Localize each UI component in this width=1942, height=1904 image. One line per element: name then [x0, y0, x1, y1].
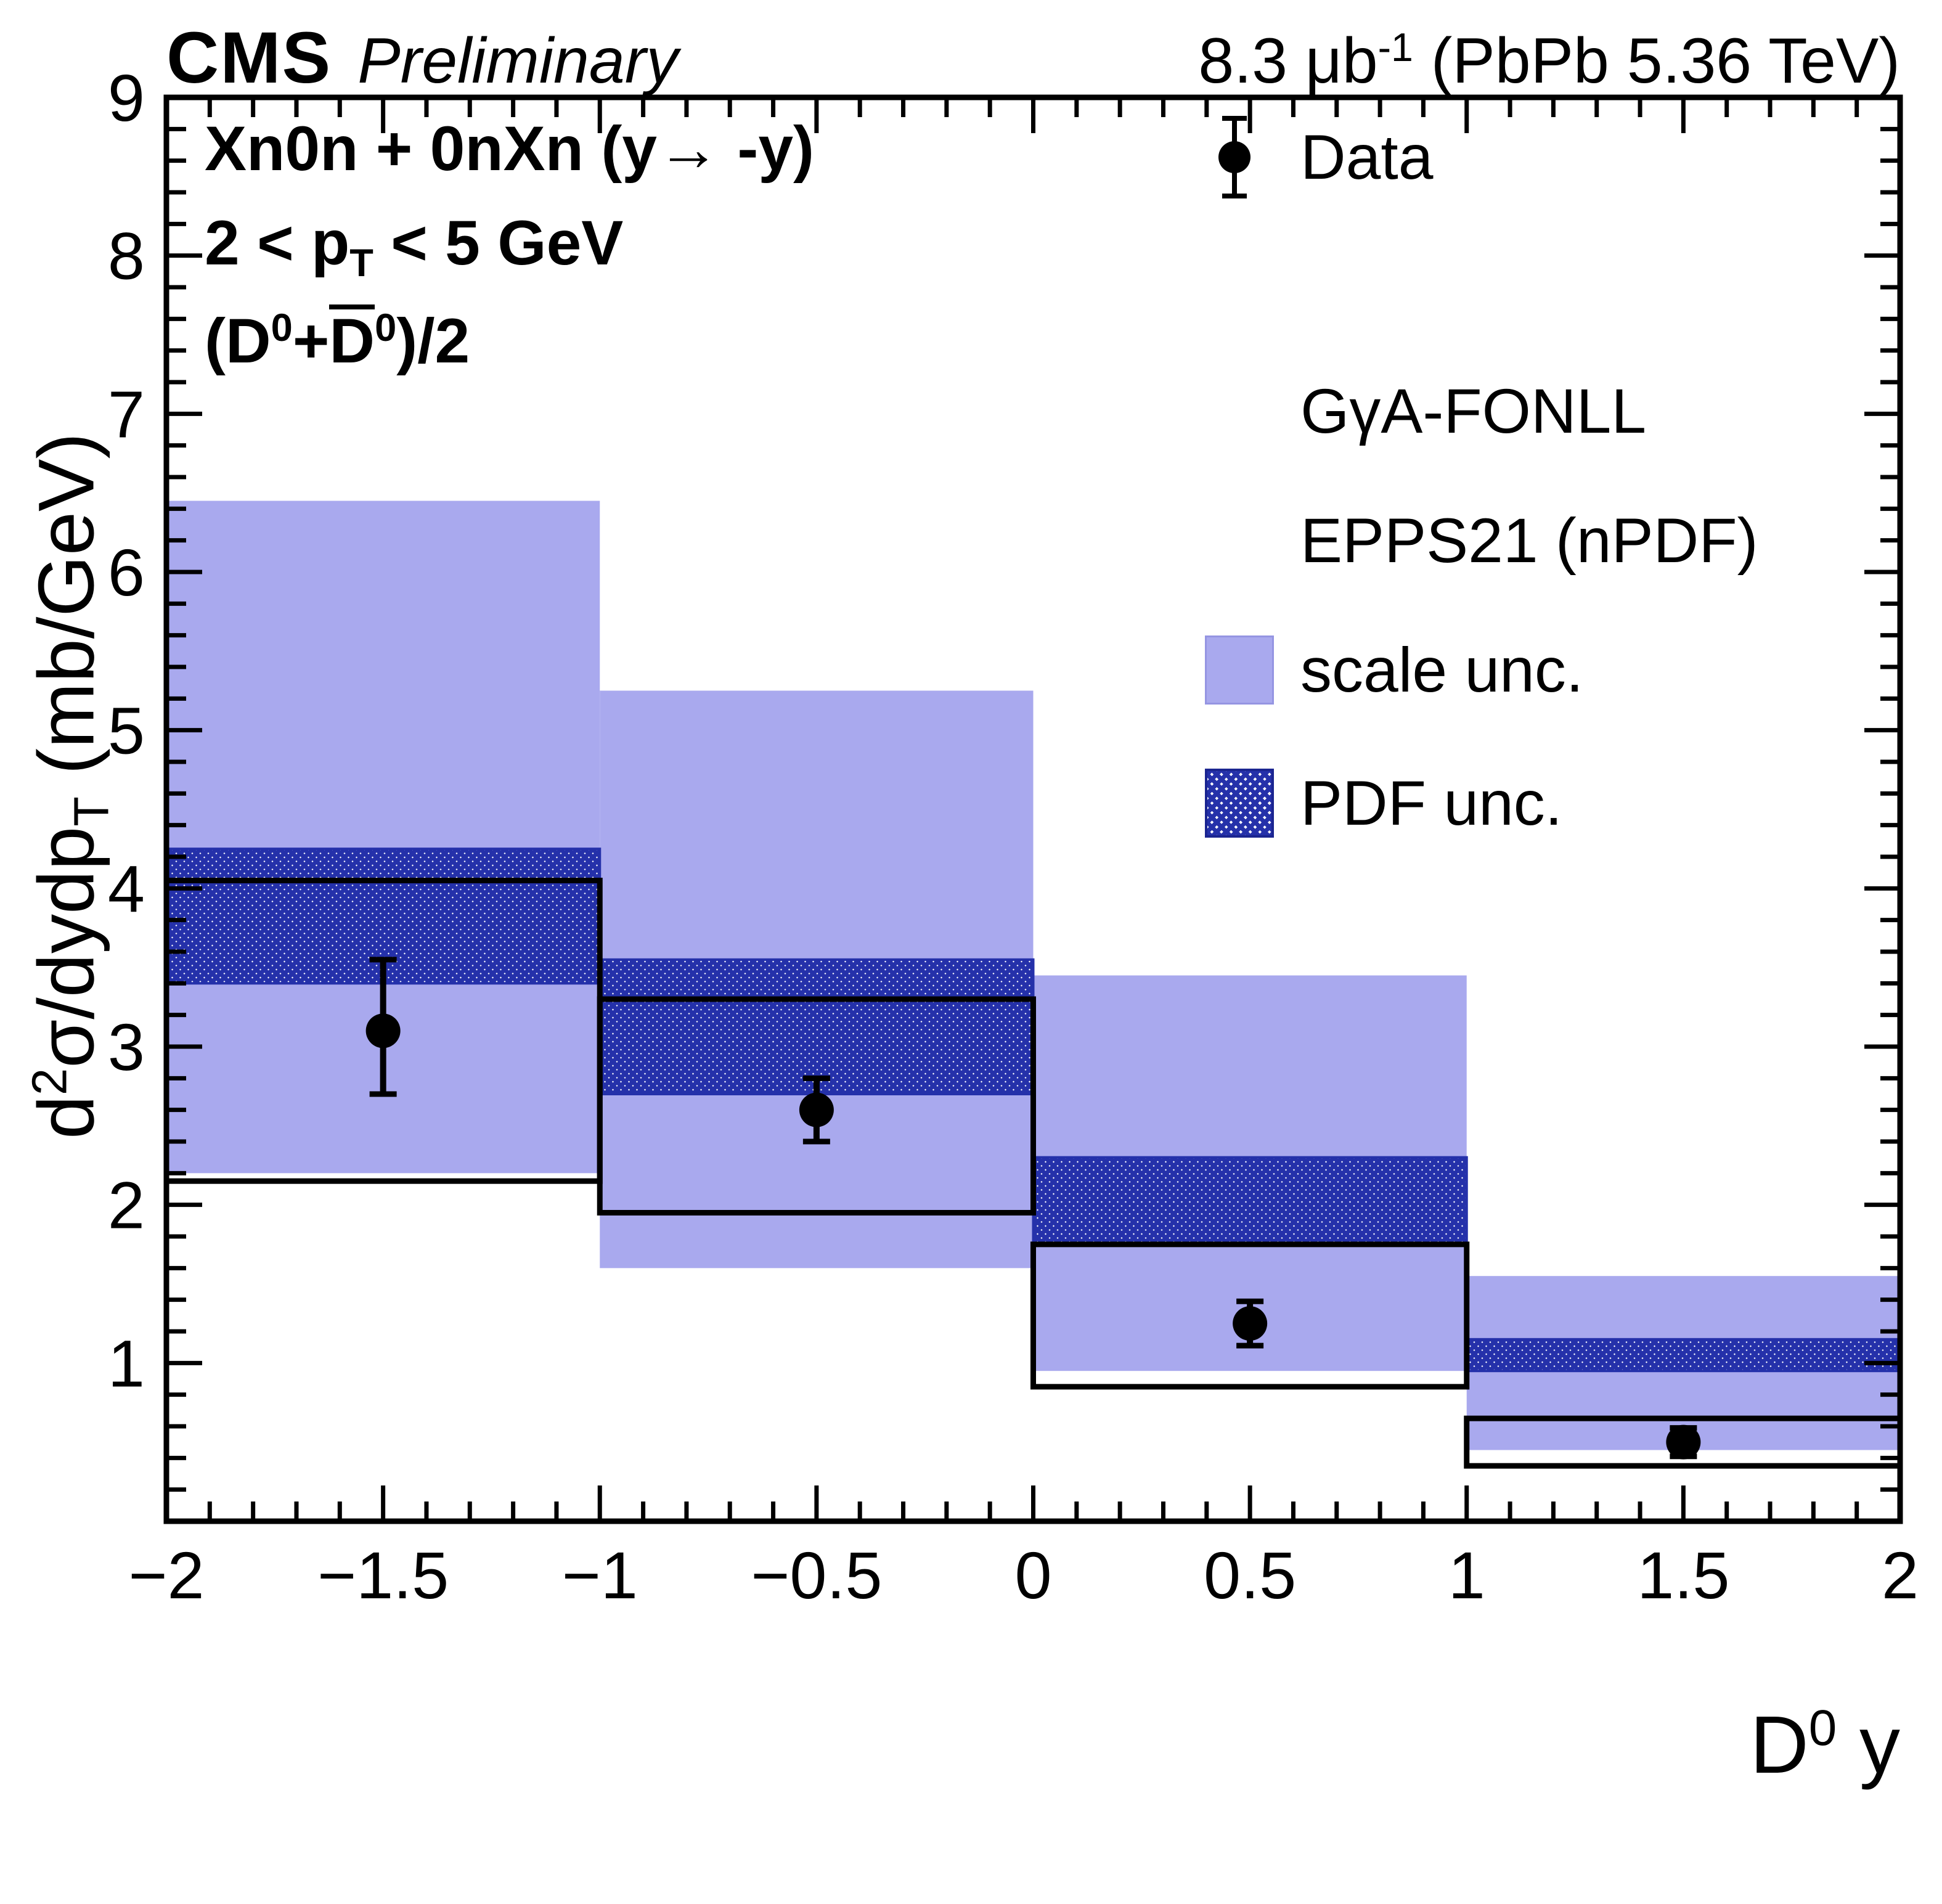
y-title-part: d — [22, 1095, 111, 1140]
legend-label-model-line2: EPPS21 (nPDF) — [1300, 505, 1758, 576]
x-tick-label: −1 — [562, 1538, 638, 1612]
y-tick-label: 3 — [108, 1010, 145, 1084]
x-tick-label: 1 — [1448, 1538, 1485, 1612]
plot-area: −2 −1.5 −1 −0.5 0 0.5 1 1.5 2 1 2 3 4 5 6 7 8 9 — [108, 60, 1919, 1612]
legend-label-data: Data — [1300, 121, 1434, 192]
legend-label-pdf-unc: PDF unc. — [1300, 767, 1563, 838]
y-tick-label: 8 — [108, 219, 145, 293]
pdf-unc-swatch — [1205, 769, 1274, 838]
x-title-part: y — [1837, 1699, 1900, 1790]
data-marker-icon — [1205, 111, 1263, 203]
dbar-overline: D — [329, 304, 375, 377]
pt-subscript: T — [349, 242, 373, 285]
y-tick-label: 5 — [108, 693, 145, 768]
meson-part: + — [292, 306, 330, 377]
luminosity-label: 8.3 μb-1 (PbPb 5.36 TeV) — [1198, 25, 1900, 98]
legend-item-model-line2: EPPS21 (nPDF) — [1205, 494, 1758, 587]
prediction-box — [1030, 1241, 1470, 1390]
y-tick-label: 2 — [108, 1168, 145, 1243]
x-axis-title: D0 y — [1750, 1698, 1900, 1791]
meson-superscript: 0 — [271, 306, 293, 350]
y-title-part: (mb/GeV) — [22, 432, 111, 797]
y-tick-label: 1 — [108, 1326, 145, 1400]
lumi-main: 8.3 μb — [1198, 25, 1378, 97]
pdf-unc-band — [1465, 1338, 1901, 1373]
legend-item-data: Data — [1205, 111, 1433, 203]
x-title-superscript: 0 — [1808, 1700, 1837, 1756]
scale-unc-swatch — [1205, 635, 1274, 705]
meson-part: )/2 — [396, 306, 470, 377]
lumi-exponent: -1 — [1377, 25, 1413, 70]
pt-range-part: < 5 GeV — [373, 208, 624, 279]
pt-range-label: 2 < pT < 5 GeV — [205, 208, 814, 283]
y-tick-label: 9 — [108, 60, 145, 135]
pt-range-part: 2 < p — [205, 208, 350, 279]
meson-superscript: 0 — [375, 306, 397, 350]
neutron-class-label: Xn0n + 0nXn (y→ -y) — [205, 113, 815, 184]
data-point — [1666, 1424, 1701, 1460]
legend-item-model-line1: GγA-FONLL — [1205, 365, 1646, 457]
figure-header: CMS Preliminary 8.3 μb-1 (PbPb 5.36 TeV) — [166, 16, 1900, 100]
x-tick-label: −0.5 — [751, 1538, 882, 1612]
y-title-subscript: T — [63, 796, 119, 827]
x-title-part: D — [1750, 1699, 1809, 1790]
x-tick-label: −1.5 — [317, 1538, 449, 1612]
pdf-unc-band — [598, 958, 1035, 1096]
tick-labels: −2 −1.5 −1 −0.5 0 0.5 1 1.5 2 1 2 3 4 5 6 7 8 9 — [108, 60, 1919, 1612]
x-tick-label: 0 — [1014, 1538, 1051, 1612]
pdf-unc-band — [1032, 1156, 1468, 1246]
meson-average-label: (D0+D0)/2 — [205, 304, 814, 374]
legend-label-model-line1: GγA-FONLL — [1300, 375, 1647, 446]
data-points — [365, 957, 1701, 1460]
data-point — [365, 1013, 401, 1048]
axis-ticks — [164, 95, 1903, 1521]
y-tick-label: 6 — [108, 535, 145, 610]
y-title-part: σ/dydp — [22, 826, 111, 1068]
prediction-box — [597, 996, 1036, 1216]
y-tick-label: 4 — [108, 851, 145, 926]
y-tick-label: 7 — [108, 377, 145, 451]
selection-labels: Xn0n + 0nXn (y→ -y) 2 < pT < 5 GeV (D0+D… — [205, 113, 815, 402]
preliminary-label: Preliminary — [357, 25, 679, 97]
meson-part: (D — [205, 306, 271, 377]
x-tick-label: −2 — [128, 1538, 204, 1612]
lumi-system: (PbPb 5.36 TeV) — [1413, 25, 1900, 97]
legend-label-scale-unc: scale unc. — [1300, 634, 1584, 705]
legend-item-scale-unc: scale unc. — [1205, 624, 1583, 716]
x-tick-label: 0.5 — [1204, 1538, 1296, 1612]
y-title-superscript: 2 — [22, 1068, 77, 1095]
cms-label: CMS — [166, 17, 332, 99]
data-point — [799, 1092, 834, 1127]
data-point — [1233, 1306, 1268, 1341]
legend-item-pdf-unc: PDF unc. — [1205, 757, 1562, 849]
y-axis-title: d2σ/dydpT (mb/GeV) — [22, 432, 118, 1140]
x-tick-label: 2 — [1882, 1538, 1919, 1612]
x-tick-label: 1.5 — [1637, 1538, 1729, 1612]
